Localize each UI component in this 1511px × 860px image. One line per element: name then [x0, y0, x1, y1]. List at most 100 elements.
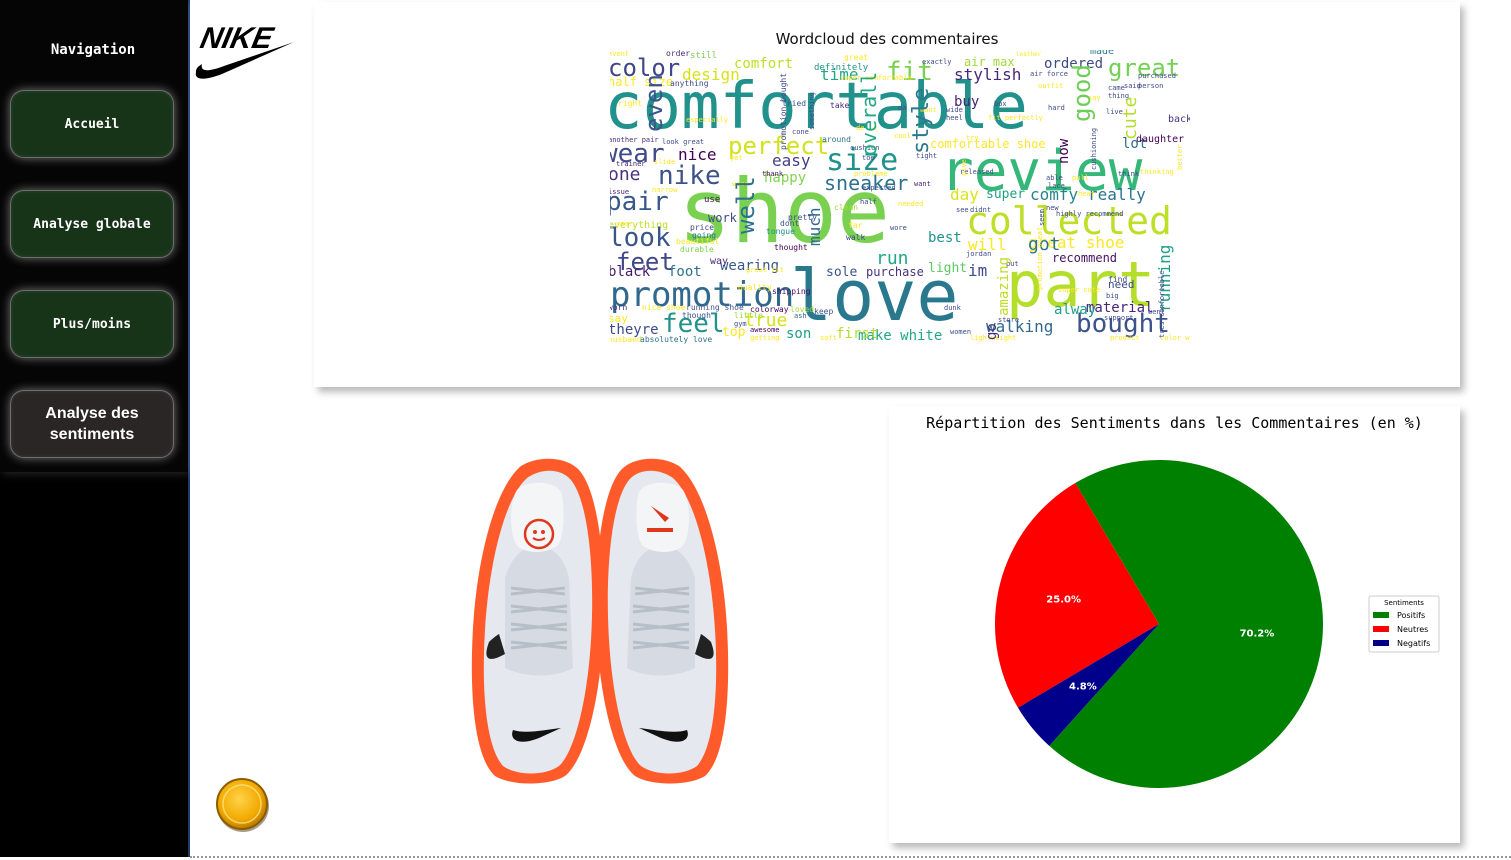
word: cushion: [850, 144, 880, 152]
word: better: [1176, 145, 1184, 170]
word: foot: [668, 264, 702, 280]
word: take: [830, 101, 849, 110]
word: made: [1090, 50, 1114, 57]
word: look: [610, 223, 671, 253]
word: use: [704, 195, 720, 205]
word: price: [690, 223, 714, 232]
word: day: [950, 185, 979, 204]
word: cone: [792, 128, 809, 136]
word: tongue: [766, 227, 795, 236]
word: material: [1086, 300, 1153, 316]
word: first: [836, 326, 878, 342]
word: outfit: [1038, 82, 1063, 90]
word: cool: [894, 132, 911, 140]
word: gym: [734, 320, 747, 328]
word: de la: [856, 124, 877, 132]
word: order: [666, 50, 690, 58]
word: bought: [1076, 309, 1170, 339]
word: ash: [794, 312, 807, 320]
word: hard: [1048, 104, 1065, 112]
word: air max: [964, 55, 1015, 69]
legend-title: Sentiments: [1384, 599, 1424, 607]
word: year: [616, 220, 633, 228]
word: store: [998, 316, 1019, 324]
word: tres confortable: [1158, 271, 1166, 338]
word: back: [1168, 114, 1190, 125]
word: wide: [946, 106, 963, 114]
word: put: [1006, 260, 1019, 268]
word: feel: [662, 309, 725, 339]
word: time: [820, 65, 859, 84]
word: got: [1028, 234, 1061, 255]
word: leather: [1016, 51, 1042, 58]
word: half: [860, 198, 877, 206]
word: say: [610, 312, 628, 325]
swoosh-icon: [195, 42, 294, 79]
sidebar-item-plus-moins[interactable]: Plus/moins: [10, 290, 174, 358]
coin-icon[interactable]: [215, 777, 271, 833]
word: durable: [680, 245, 714, 254]
word: nice shoe: [642, 303, 686, 312]
word: super: [986, 187, 1025, 202]
word: promotion great: [1036, 227, 1044, 290]
pie-slice-positifs: [1049, 460, 1323, 788]
pie-legend: Sentiments Positifs Neutres Negatifs: [1368, 595, 1440, 653]
word: new: [1046, 204, 1059, 212]
pie-label-neutres: 25.0%: [1046, 595, 1081, 606]
word: recommend: [1052, 251, 1117, 265]
word: still: [690, 51, 717, 61]
word: air force: [1030, 70, 1068, 78]
word: review: [940, 139, 1143, 204]
word: going: [692, 231, 716, 240]
word: came: [1108, 84, 1125, 92]
wordcloud-title: Wordcloud des commentaires: [775, 30, 999, 48]
word: feet: [616, 248, 674, 276]
word: trainer: [616, 160, 646, 168]
word: beautiful: [676, 237, 720, 246]
word: everything: [610, 220, 668, 231]
word: thinking: [1140, 168, 1174, 176]
word: light: [928, 261, 967, 276]
word: cute: [1120, 97, 1141, 140]
sidebar-item-analyse-sentiments[interactable]: Analyse des sentiments: [10, 390, 174, 458]
word: another pair: [610, 136, 659, 144]
word: give: [960, 159, 968, 176]
word: tried: [782, 99, 806, 108]
right-shoe: [596, 458, 729, 784]
word: though: [682, 311, 711, 320]
word: fit perfectly: [988, 114, 1043, 122]
product-image-sneakers: [471, 458, 729, 784]
word: anything: [670, 79, 709, 88]
word: walk: [846, 233, 865, 242]
word: happy: [764, 170, 806, 186]
word: try: [966, 134, 979, 142]
pie-slice-neutres: [995, 483, 1159, 708]
word: walking: [986, 317, 1053, 336]
word: really: [1088, 185, 1146, 204]
word: pair: [610, 187, 669, 217]
word: way: [710, 256, 728, 267]
word: absolutely love: [640, 335, 712, 344]
word: one: [610, 164, 641, 185]
word: overall: [857, 72, 881, 156]
word: getting: [750, 334, 780, 342]
word: big: [1106, 292, 1119, 300]
sidebar-item-analyse-globale[interactable]: Analyse globale: [10, 190, 174, 258]
sidebar-item-accueil[interactable]: Accueil: [10, 90, 174, 158]
word: lot: [1122, 136, 1147, 152]
legend-label-neutres: Neutres: [1397, 625, 1428, 634]
word: jordan: [966, 250, 991, 258]
word: little: [734, 311, 763, 320]
word: live: [1106, 108, 1123, 116]
word: color: [610, 54, 680, 82]
word: part: [1006, 248, 1155, 321]
word: awesome: [750, 326, 780, 334]
word: super comfortable: [840, 74, 912, 82]
word: true: [744, 310, 787, 331]
word: thank: [762, 170, 784, 178]
word: size: [826, 143, 898, 178]
word: son: [786, 326, 811, 342]
word: great shoe: [1028, 233, 1124, 252]
word: clean: [834, 203, 858, 212]
word: went: [1148, 308, 1165, 316]
